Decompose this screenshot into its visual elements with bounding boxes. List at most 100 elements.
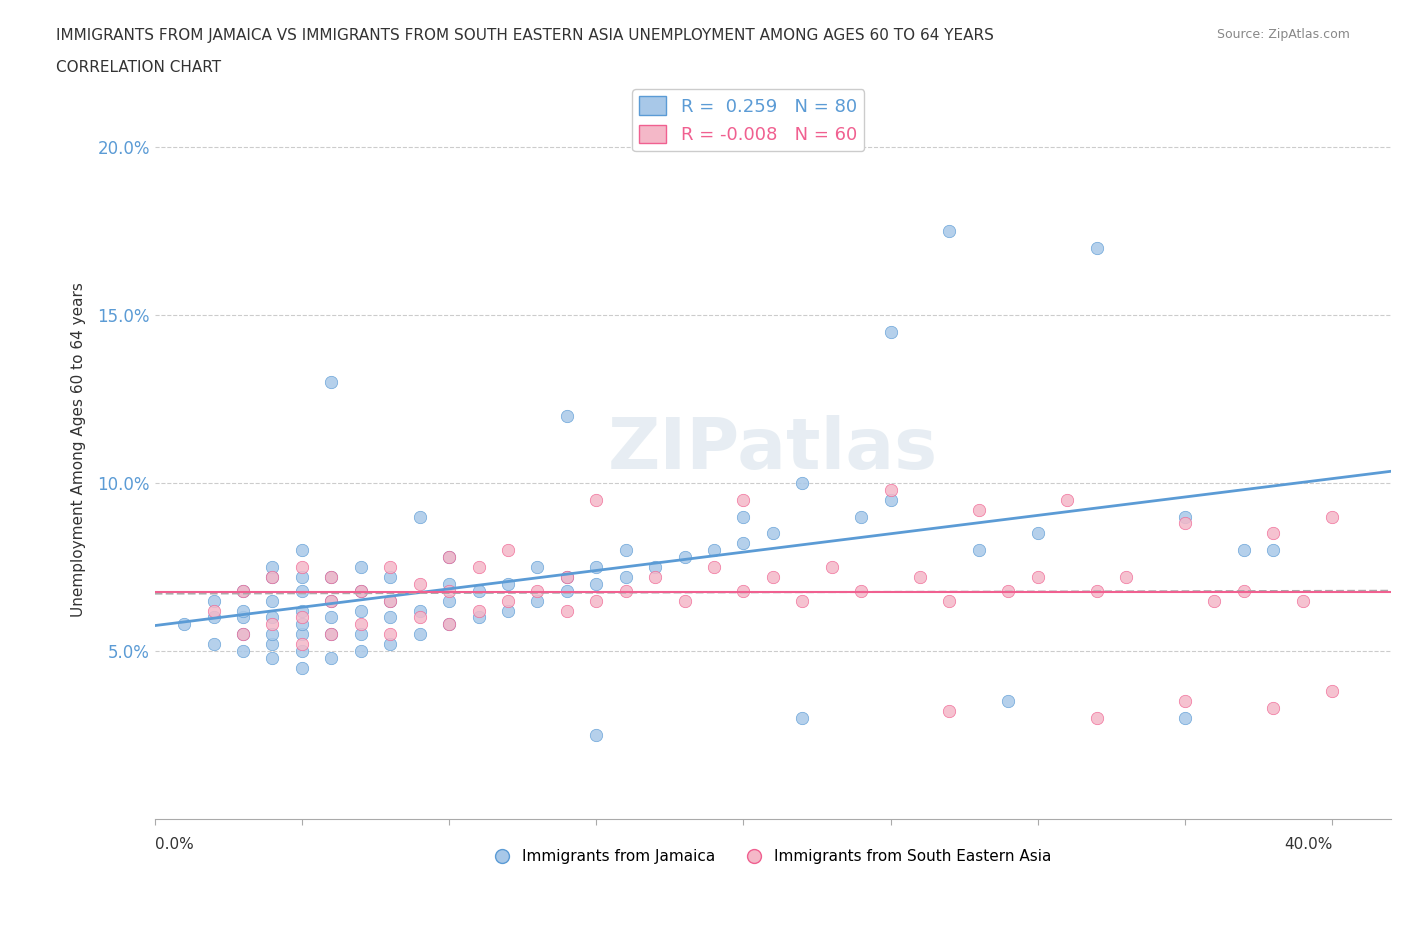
Point (173, 617, 195, 631)
Point (437, 583, 460, 598)
Point (262, 570, 284, 585)
Point (437, 577, 460, 591)
Point (291, 644, 314, 658)
Point (1056, 492, 1078, 507)
Point (585, 593, 607, 608)
Point (232, 583, 254, 598)
Point (262, 637, 284, 652)
Text: ZIPatlas: ZIPatlas (607, 415, 938, 484)
Point (380, 570, 402, 585)
Point (555, 583, 578, 598)
Point (291, 604, 314, 618)
Point (202, 604, 225, 618)
Legend: Immigrants from Jamaica, Immigrants from South Eastern Asia: Immigrants from Jamaica, Immigrants from… (489, 844, 1057, 870)
Point (408, 627, 430, 642)
Point (496, 593, 519, 608)
Point (938, 224, 960, 239)
Point (291, 570, 314, 585)
Point (849, 510, 872, 525)
Point (733, 583, 755, 598)
Point (879, 492, 901, 507)
Point (496, 604, 519, 618)
Point (321, 627, 343, 642)
Point (1263, 543, 1285, 558)
Point (467, 583, 489, 598)
Point (291, 583, 314, 598)
Point (555, 570, 578, 585)
Point (792, 475, 814, 490)
Point (1292, 593, 1315, 608)
Point (938, 593, 960, 608)
Point (879, 483, 901, 498)
Point (380, 560, 402, 575)
Point (380, 637, 402, 652)
Point (703, 543, 725, 558)
Point (792, 593, 814, 608)
Point (1233, 543, 1256, 558)
Point (908, 570, 931, 585)
Point (467, 604, 489, 618)
Point (1174, 711, 1197, 725)
Point (673, 550, 696, 565)
Point (1204, 593, 1226, 608)
Point (262, 593, 284, 608)
Point (350, 617, 373, 631)
Point (555, 570, 578, 585)
Point (733, 536, 755, 551)
Point (380, 593, 402, 608)
Point (291, 560, 314, 575)
Point (1320, 510, 1343, 525)
Point (232, 644, 254, 658)
Point (437, 550, 460, 565)
Point (496, 543, 519, 558)
Point (733, 510, 755, 525)
Text: IMMIGRANTS FROM JAMAICA VS IMMIGRANTS FROM SOUTH EASTERN ASIA UNEMPLOYMENT AMONG: IMMIGRANTS FROM JAMAICA VS IMMIGRANTS FR… (56, 28, 994, 43)
Point (291, 627, 314, 642)
Point (437, 617, 460, 631)
Point (321, 650, 343, 665)
Point (291, 637, 314, 652)
Point (262, 627, 284, 642)
Point (321, 627, 343, 642)
Point (1174, 694, 1197, 709)
Point (555, 604, 578, 618)
Point (321, 570, 343, 585)
Point (762, 570, 785, 585)
Point (1233, 583, 1256, 598)
Text: Source: ZipAtlas.com: Source: ZipAtlas.com (1216, 28, 1350, 41)
Point (467, 610, 489, 625)
Point (526, 560, 548, 575)
Point (408, 610, 430, 625)
Point (380, 593, 402, 608)
Text: 40.0%: 40.0% (1284, 837, 1331, 852)
Point (232, 604, 254, 618)
Point (1026, 526, 1049, 541)
Point (437, 617, 460, 631)
Point (733, 492, 755, 507)
Point (380, 610, 402, 625)
Point (437, 593, 460, 608)
Point (262, 650, 284, 665)
Point (1085, 711, 1108, 725)
Point (321, 375, 343, 390)
Text: CORRELATION CHART: CORRELATION CHART (56, 60, 221, 75)
Point (703, 560, 725, 575)
Point (644, 570, 666, 585)
Point (380, 627, 402, 642)
Point (879, 325, 901, 339)
Point (350, 604, 373, 618)
Point (496, 577, 519, 591)
Point (614, 543, 637, 558)
Point (262, 570, 284, 585)
Point (1263, 526, 1285, 541)
Point (350, 560, 373, 575)
Point (202, 610, 225, 625)
Point (1026, 570, 1049, 585)
Point (437, 550, 460, 565)
Point (408, 604, 430, 618)
Point (291, 610, 314, 625)
Point (585, 560, 607, 575)
Point (526, 593, 548, 608)
Point (408, 510, 430, 525)
Point (350, 583, 373, 598)
